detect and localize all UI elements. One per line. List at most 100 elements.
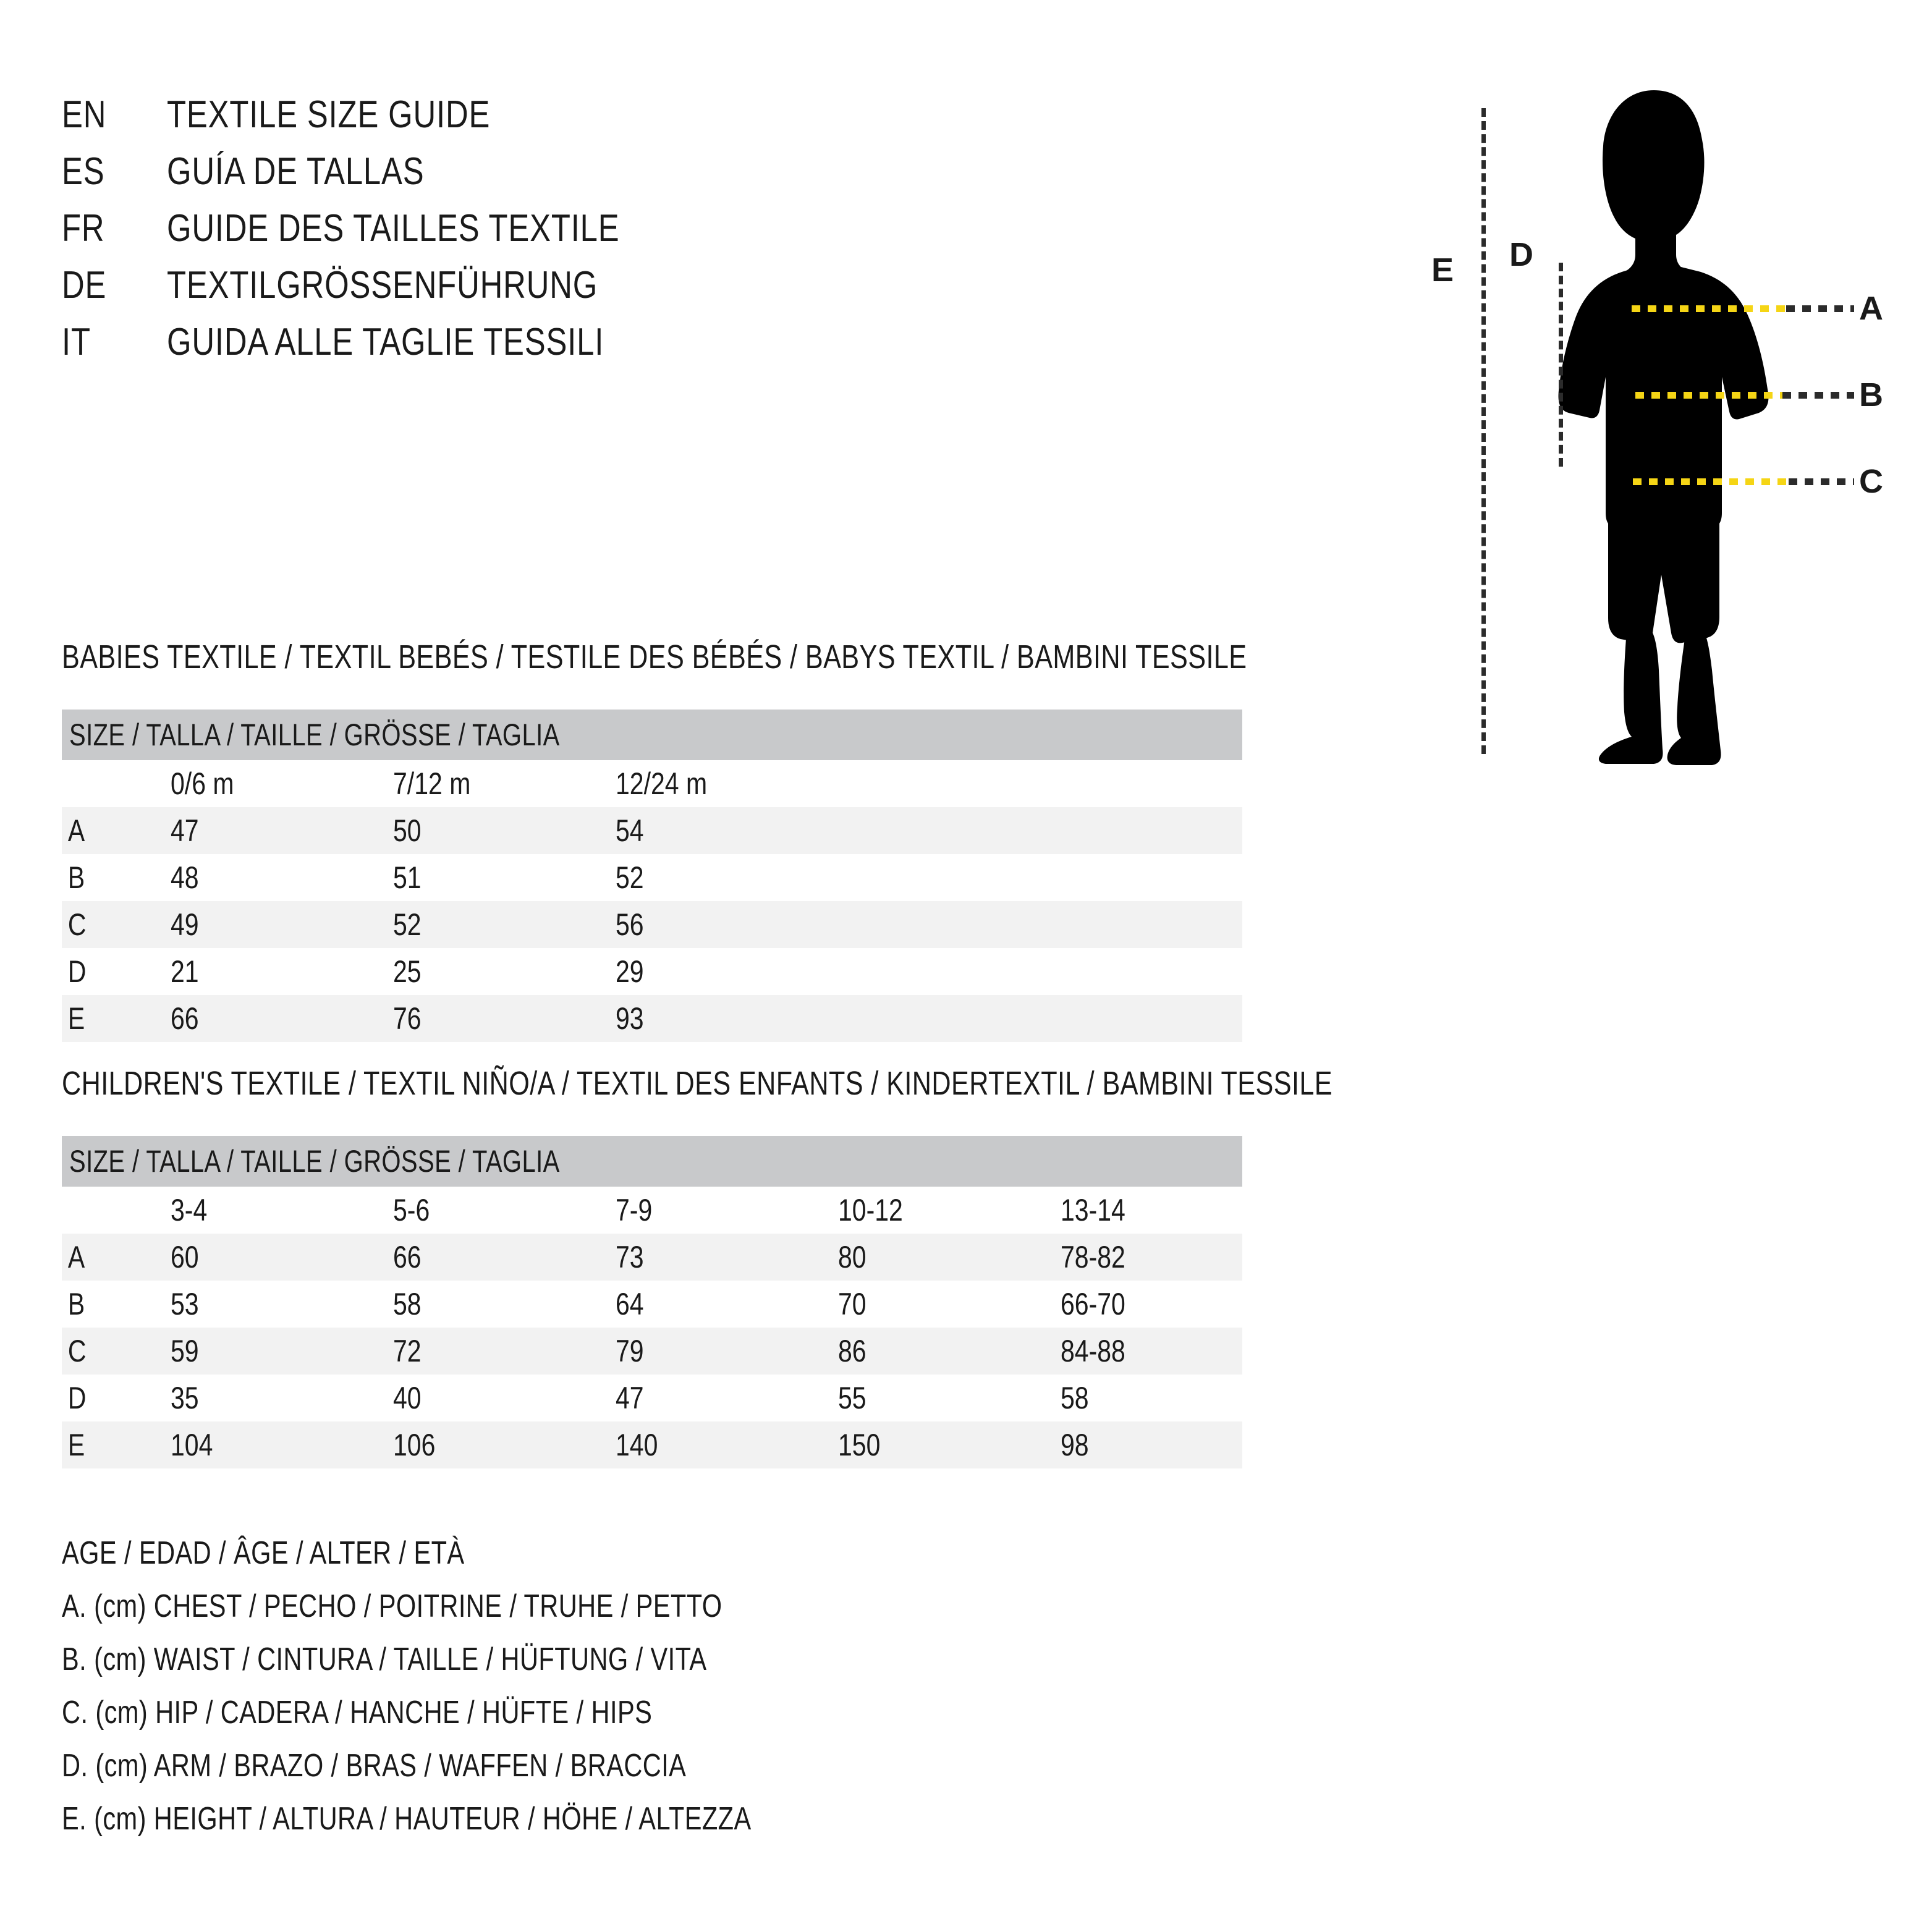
- babies-cell-a-2: 54: [616, 813, 644, 848]
- language-title-block: EN TEXTILE SIZE GUIDE ES GUÍA DE TALLAS …: [62, 93, 927, 377]
- marker-label-b: B: [1859, 376, 1883, 413]
- children-cell-e-3: 150: [838, 1428, 881, 1462]
- babies-row-label-b: B: [67, 860, 85, 895]
- babies-cell-a-1: 50: [393, 813, 422, 848]
- babies-table-title-text: SIZE / TALLA / TAILLE / GRÖSSE / TAGLIA: [69, 718, 560, 752]
- children-cell-b-0: 53: [171, 1287, 199, 1321]
- children-cell-a-2: 73: [616, 1240, 644, 1274]
- marker-label-e: E: [1431, 252, 1454, 289]
- table-row: E 104 106 140 150 98: [62, 1421, 1242, 1468]
- legend-row-height: E. (cm) HEIGHT / ALTURA / HAUTEUR / HÖHE…: [62, 1801, 752, 1837]
- children-cell-e-2: 140: [616, 1428, 658, 1462]
- babies-row-label-d: D: [67, 954, 87, 989]
- children-cell-d-3: 55: [838, 1381, 866, 1415]
- language-code-fr: FR: [62, 207, 105, 250]
- chest-leader-line: [1786, 305, 1854, 312]
- children-cell-e-0: 104: [171, 1428, 213, 1462]
- language-title-fr: GUIDE DES TAILLES TEXTILE: [167, 207, 620, 250]
- children-section-heading: CHILDREN'S TEXTILE / TEXTIL NIÑO/A / TEX…: [62, 1065, 1332, 1102]
- legend-row-waist: B. (cm) WAIST / CINTURA / TAILLE / HÜFTU…: [62, 1642, 707, 1677]
- children-table-title-text: SIZE / TALLA / TAILLE / GRÖSSE / TAGLIA: [69, 1144, 560, 1179]
- children-col-header-3: 10-12: [838, 1193, 903, 1227]
- language-title-de: TEXTILGRÖSSENFÜHRUNG: [167, 264, 598, 307]
- children-cell-d-2: 47: [616, 1381, 644, 1415]
- marker-label-d: D: [1509, 236, 1533, 273]
- babies-row-label-e: E: [67, 1001, 85, 1036]
- babies-col-header-2: 12/24 m: [616, 766, 708, 801]
- arm-reference-line: [1559, 263, 1563, 467]
- language-title-en: TEXTILE SIZE GUIDE: [167, 93, 491, 136]
- children-col-header-2: 7-9: [616, 1193, 653, 1227]
- babies-row-label-a: A: [67, 813, 85, 848]
- measurement-legend: AGE / EDAD / ÂGE / ALTER / ETÀ A. (cm) C…: [62, 1527, 1112, 1845]
- children-row-label-a: A: [67, 1240, 85, 1274]
- table-row: B 48 51 52: [62, 854, 1242, 901]
- babies-cell-c-1: 52: [393, 907, 422, 942]
- language-code-es: ES: [62, 150, 105, 193]
- babies-cell-e-0: 66: [171, 1001, 199, 1036]
- children-cell-c-3: 86: [838, 1334, 866, 1368]
- babies-cell-e-2: 93: [616, 1001, 644, 1036]
- hip-measure-line: [1633, 478, 1789, 485]
- babies-cell-b-1: 51: [393, 860, 422, 895]
- language-row-de: DE TEXTILGRÖSSENFÜHRUNG: [62, 263, 927, 320]
- waist-leader-line: [1782, 392, 1854, 399]
- hip-leader-line: [1789, 478, 1854, 485]
- children-cell-b-1: 58: [393, 1287, 422, 1321]
- babies-cell-c-2: 56: [616, 907, 644, 942]
- children-cell-c-1: 72: [393, 1334, 422, 1368]
- children-cell-a-4: 78-82: [1061, 1240, 1125, 1274]
- language-code-it: IT: [62, 321, 91, 363]
- marker-label-c: C: [1859, 463, 1883, 500]
- language-title-it: GUIDA ALLE TAGLIE TESSILI: [167, 321, 604, 363]
- language-row-it: IT GUIDA ALLE TAGLIE TESSILI: [62, 320, 927, 377]
- marker-label-a: A: [1859, 290, 1883, 327]
- babies-cell-e-1: 76: [393, 1001, 422, 1036]
- babies-section-heading: BABIES TEXTILE / TEXTIL BEBÉS / TESTILE …: [62, 638, 1247, 676]
- babies-cell-c-0: 49: [171, 907, 199, 942]
- children-col-header-0: 3-4: [171, 1193, 208, 1227]
- babies-cell-d-0: 21: [171, 954, 199, 989]
- legend-row-arm: D. (cm) ARM / BRAZO / BRAS / WAFFEN / BR…: [62, 1748, 687, 1784]
- children-cell-d-4: 58: [1061, 1381, 1089, 1415]
- children-cell-c-2: 79: [616, 1334, 644, 1368]
- babies-table-title-bar: SIZE / TALLA / TAILLE / GRÖSSE / TAGLIA: [62, 710, 1242, 760]
- language-row-en: EN TEXTILE SIZE GUIDE: [62, 93, 927, 150]
- language-row-es: ES GUÍA DE TALLAS: [62, 150, 927, 206]
- table-row: E 66 76 93: [62, 995, 1242, 1042]
- height-reference-line: [1481, 108, 1486, 754]
- children-col-header-1: 5-6: [393, 1193, 430, 1227]
- children-col-header-4: 13-14: [1061, 1193, 1125, 1227]
- children-cell-d-1: 40: [393, 1381, 422, 1415]
- children-cell-c-0: 59: [171, 1334, 199, 1368]
- babies-row-label-c: C: [67, 907, 87, 942]
- language-code-de: DE: [62, 264, 107, 307]
- babies-column-header-row: 0/6 m 7/12 m 12/24 m: [62, 760, 1242, 807]
- children-table-title-bar: SIZE / TALLA / TAILLE / GRÖSSE / TAGLIA: [62, 1136, 1242, 1187]
- children-cell-a-1: 66: [393, 1240, 422, 1274]
- children-row-label-d: D: [67, 1381, 87, 1415]
- babies-cell-d-1: 25: [393, 954, 422, 989]
- table-row: D 21 25 29: [62, 948, 1242, 995]
- table-row: C 59 72 79 86 84-88: [62, 1328, 1242, 1375]
- children-cell-a-3: 80: [838, 1240, 866, 1274]
- table-row: D 35 40 47 55 58: [62, 1375, 1242, 1421]
- table-row: A 60 66 73 80 78-82: [62, 1234, 1242, 1281]
- babies-cell-b-2: 52: [616, 860, 644, 895]
- children-cell-e-1: 106: [393, 1428, 436, 1462]
- babies-cell-a-0: 47: [171, 813, 199, 848]
- children-cell-e-4: 98: [1061, 1428, 1089, 1462]
- children-cell-b-2: 64: [616, 1287, 644, 1321]
- children-row-label-b: B: [67, 1287, 85, 1321]
- babies-col-header-0: 0/6 m: [171, 766, 234, 801]
- chest-measure-line: [1632, 305, 1786, 312]
- child-silhouette-icon: [1558, 90, 1769, 765]
- table-row: A 47 50 54: [62, 807, 1242, 854]
- babies-size-table: SIZE / TALLA / TAILLE / GRÖSSE / TAGLIA …: [62, 710, 1242, 1042]
- language-row-fr: FR GUIDE DES TAILLES TEXTILE: [62, 206, 927, 263]
- legend-row-age: AGE / EDAD / ÂGE / ALTER / ETÀ: [62, 1535, 465, 1571]
- children-cell-c-4: 84-88: [1061, 1334, 1125, 1368]
- children-cell-b-3: 70: [838, 1287, 866, 1321]
- legend-row-chest: A. (cm) CHEST / PECHO / POITRINE / TRUHE…: [62, 1588, 722, 1624]
- table-row: B 53 58 64 70 66-70: [62, 1281, 1242, 1328]
